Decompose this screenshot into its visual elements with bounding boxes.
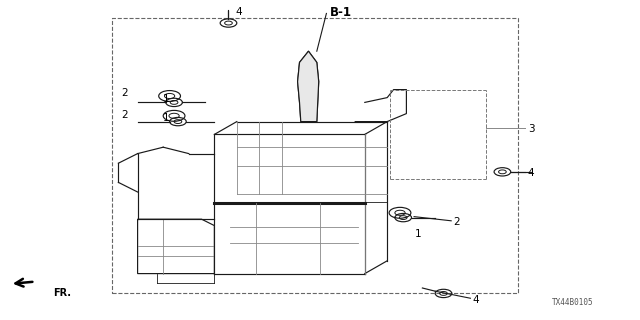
Text: FR.: FR. — [53, 288, 71, 298]
Text: 2: 2 — [122, 88, 128, 98]
Text: TX44B0105: TX44B0105 — [552, 298, 594, 307]
Text: 1: 1 — [163, 94, 170, 104]
Text: 2: 2 — [122, 109, 128, 120]
Text: 1: 1 — [163, 113, 170, 124]
Text: 4: 4 — [527, 168, 534, 178]
Polygon shape — [298, 51, 319, 122]
Bar — [112, 18, 518, 293]
Text: 4: 4 — [472, 295, 479, 305]
Text: 4: 4 — [236, 7, 242, 17]
Text: B-1: B-1 — [330, 6, 351, 19]
Text: 1: 1 — [415, 229, 421, 239]
Text: 2: 2 — [453, 217, 460, 227]
Text: 3: 3 — [528, 124, 534, 134]
